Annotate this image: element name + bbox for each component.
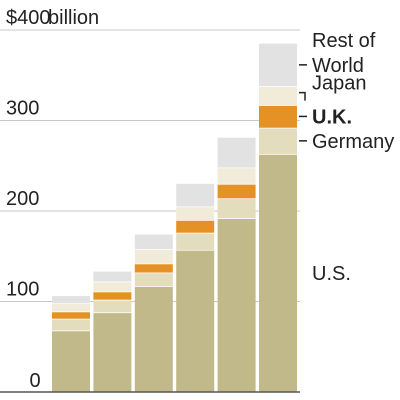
legend-bracket [299, 91, 306, 101]
bar-segment-germany [134, 272, 173, 287]
bar-segment-u-s [217, 218, 256, 392]
bar-segment-u-s [93, 312, 132, 392]
bar-segment-japan [52, 303, 90, 312]
legend-label-rest-of-world-line2: World [312, 55, 364, 77]
bar-segment-japan [176, 206, 215, 221]
legend-label-u-s: U.S. [312, 263, 351, 285]
bar-segment-u-s [259, 153, 297, 392]
bar-segment-germany [259, 127, 297, 154]
bar-segment-germany [93, 299, 132, 313]
bar-segment-rest-of-world [93, 271, 132, 282]
bar-segment-japan [134, 249, 173, 264]
bar-segment-u-k [134, 263, 173, 273]
bar-segment-u-s [134, 286, 173, 392]
y-tick-label: $400 [6, 7, 51, 29]
legend-label-u-k: U.K. [312, 106, 352, 128]
bar-segment-japan [259, 86, 297, 106]
bar-stack [134, 234, 173, 392]
bar-segment-germany [176, 232, 215, 250]
bar-segment-u-k [93, 291, 132, 300]
bar-stack [176, 183, 215, 392]
bar-segment-rest-of-world [259, 43, 297, 87]
bar-stack [259, 43, 297, 392]
bar-segment-germany [217, 198, 256, 219]
bar-segment-u-k [217, 183, 256, 199]
bar-segment-u-s [176, 249, 215, 392]
bar-stack [52, 296, 90, 392]
y-unit-label: billion [48, 7, 99, 29]
bar-stack [93, 271, 132, 392]
bar-segment-rest-of-world [217, 137, 256, 168]
legend-label-japan: Japan [312, 73, 367, 95]
bar-segment-rest-of-world [176, 183, 215, 207]
bar-segment-rest-of-world [134, 234, 173, 250]
y-tick-label: 100 [6, 279, 39, 301]
bar-segment-germany [52, 318, 90, 331]
bar-segment-japan [93, 281, 132, 292]
y-tick-label: 200 [6, 188, 39, 210]
legend-label-rest-of-world: Rest of [312, 30, 376, 52]
bar-segment-japan [217, 167, 256, 184]
bars [52, 43, 297, 392]
y-tick-label: 0 [29, 370, 40, 392]
bar-segment-u-k [176, 220, 215, 233]
bar-segment-u-k [52, 311, 90, 319]
bar-stack [217, 137, 256, 392]
bar-segment-rest-of-world [52, 296, 90, 304]
legend-label-germany: Germany [312, 131, 394, 153]
bar-segment-u-k [259, 105, 297, 128]
bar-segment-u-s [52, 330, 90, 392]
y-tick-label: 300 [6, 98, 39, 120]
